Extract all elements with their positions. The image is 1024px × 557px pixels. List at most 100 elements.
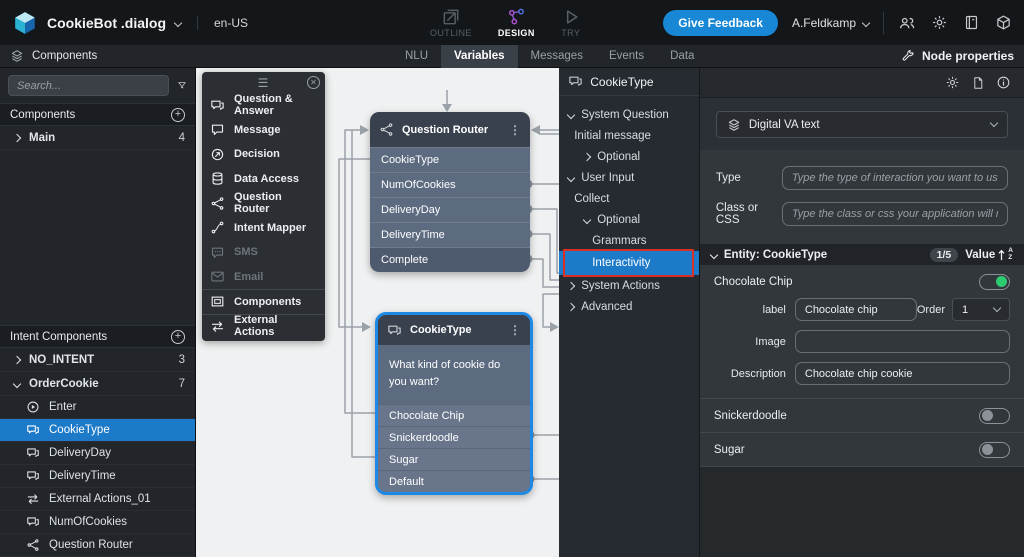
docs-book-icon[interactable] [963, 14, 980, 31]
question-router-label: Question Router [49, 539, 133, 551]
palette-item-sms[interactable]: SMS [202, 240, 325, 265]
sidebar-item-numofcookies[interactable]: NumOfCookies [0, 511, 195, 534]
router-row-numofcookies[interactable]: NumOfCookies [370, 172, 530, 197]
design-mode-icon [509, 8, 525, 25]
sidebar-item-deliveryday[interactable]: DeliveryDay [0, 442, 195, 465]
palette-label: Components [234, 295, 302, 308]
app-brand[interactable]: CookieBot .dialog [12, 10, 183, 36]
palette-item-message[interactable]: Message [202, 118, 325, 143]
components-toggle[interactable]: Components [10, 49, 97, 63]
mode-design[interactable]: DESIGN [498, 7, 535, 38]
tree-item-advanced[interactable]: Advanced [559, 296, 699, 317]
router-row-deliveryday[interactable]: DeliveryDay [370, 197, 530, 222]
router-row-complete[interactable]: Complete [370, 247, 530, 272]
tree-item-user-input[interactable]: User Input [559, 167, 699, 188]
node-settings-tree: CookieType System Question Initial messa… [559, 68, 700, 557]
package-cube-icon[interactable] [995, 14, 1012, 31]
order-select[interactable]: 1 [952, 298, 1010, 321]
dialog-canvas[interactable]: ☰ ✕ Question & Answer Message Decision [196, 68, 560, 557]
sugar-toggle[interactable] [979, 441, 1010, 458]
app-switcher-chevron-icon[interactable] [173, 18, 183, 27]
sidebar-item-question-router[interactable]: Question Router [0, 534, 195, 557]
tab-messages[interactable]: Messages [530, 50, 583, 62]
interaction-mode-dropdown[interactable]: Digital VA text [715, 111, 1008, 138]
sidebar-item-cookietype[interactable]: CookieType [0, 419, 195, 442]
node-menu-icon[interactable]: ⋮ [509, 323, 521, 337]
canvas-node-question-router[interactable]: Question Router ⋮ CookieType NumOfCookie… [370, 112, 530, 272]
settings-gear-icon[interactable] [931, 14, 948, 31]
sidebar-item-ordercookie[interactable]: OrderCookie 7 [0, 372, 195, 396]
tree-item-initial-message[interactable]: Initial message [559, 125, 699, 146]
tree-item-system-actions[interactable]: System Actions [559, 275, 699, 296]
palette-item-email[interactable]: Email [202, 265, 325, 290]
tree-item-collect[interactable]: Collect [559, 188, 699, 209]
search-input[interactable] [8, 75, 169, 96]
entity-label-input[interactable] [794, 298, 917, 321]
numofcookies-label: NumOfCookies [49, 516, 127, 528]
router-row-cookietype[interactable]: CookieType [370, 147, 530, 172]
router-row-deliverytime[interactable]: DeliveryTime [370, 222, 530, 247]
snickerdoodle-toggle[interactable] [979, 407, 1010, 424]
entity-image-input[interactable] [794, 330, 1010, 353]
palette-item-data-access[interactable]: Data Access [202, 167, 325, 192]
cookie-row-snickerdoodle[interactable]: Snickerdoodle [378, 426, 530, 448]
expand-chevron-icon[interactable] [12, 355, 22, 364]
canvas-node-cookietype[interactable]: CookieType ⋮ What kind of cookie do you … [375, 312, 533, 495]
tab-events[interactable]: Events [608, 50, 645, 62]
sort-arrow-icon [998, 249, 1005, 260]
panel-gear-icon[interactable] [945, 75, 960, 90]
tree-item-optional-2[interactable]: Optional [559, 209, 699, 230]
cookie-row-chocolate-chip[interactable]: Chocolate Chip [378, 404, 530, 426]
external-actions-icon [210, 319, 225, 334]
filter-funnel-icon[interactable] [177, 78, 187, 93]
sidebar-item-deliverytime[interactable]: DeliveryTime [0, 465, 195, 488]
palette-item-decision[interactable]: Decision [202, 142, 325, 167]
panel-info-icon[interactable] [996, 75, 1011, 90]
sidebar-item-enter[interactable]: Enter [0, 396, 195, 419]
cookie-row-sugar[interactable]: Sugar [378, 448, 530, 470]
tab-data[interactable]: Data [670, 50, 695, 62]
mode-outline[interactable]: OUTLINE [430, 7, 472, 38]
palette-item-question-answer[interactable]: Question & Answer [202, 93, 325, 118]
node-menu-icon[interactable]: ⋮ [509, 122, 521, 137]
node-properties-toggle[interactable]: Node properties [901, 49, 1014, 63]
add-component-button[interactable]: + [171, 107, 185, 122]
tree-label: Collect [574, 192, 610, 205]
entity-value-chocolate-chip: Chocolate Chip [713, 276, 793, 288]
css-input[interactable] [781, 202, 1008, 226]
tree-item-interactivity[interactable]: Interactivity [559, 249, 699, 277]
give-feedback-button[interactable]: Give Feedback [663, 9, 778, 36]
palette-close-icon[interactable]: ✕ [307, 76, 320, 89]
tree-item-optional-1[interactable]: Optional [559, 146, 699, 167]
users-icon[interactable] [898, 14, 916, 32]
sms-icon [210, 245, 225, 260]
components-sidebar: Components + Main 4 Intent Components + … [0, 68, 196, 557]
expand-chevron-icon[interactable] [12, 133, 22, 142]
sidebar-item-main[interactable]: Main 4 [0, 126, 195, 150]
mode-try[interactable]: TRY [561, 7, 581, 38]
type-input[interactable] [781, 166, 1008, 190]
tree-item-system-question[interactable]: System Question [559, 104, 699, 125]
palette-drag-handle-icon[interactable]: ☰ [257, 75, 270, 90]
cookie-row-default[interactable]: Default [378, 470, 530, 492]
palette-label: Email [234, 270, 264, 283]
palette-item-external-actions[interactable]: External Actions [202, 313, 325, 338]
user-menu[interactable]: A.Feldkamp [791, 15, 871, 30]
tab-nlu[interactable]: NLU [405, 50, 429, 62]
palette-item-intent-mapper[interactable]: Intent Mapper [202, 216, 325, 241]
collapse-chevron-icon[interactable] [12, 379, 22, 388]
add-intent-button[interactable]: + [171, 329, 185, 344]
sidebar-item-external-actions[interactable]: External Actions_01 [0, 488, 195, 511]
sidebar-item-no-intent[interactable]: NO_INTENT 3 [0, 348, 195, 372]
panel-doc-icon[interactable] [971, 76, 985, 90]
palette-item-question-router[interactable]: Question Router [202, 191, 325, 216]
tab-variables[interactable]: Variables [441, 44, 518, 68]
entity-description-input[interactable] [794, 362, 1010, 385]
user-name: A.Feldkamp [791, 15, 856, 30]
palette-item-components[interactable]: Components [202, 289, 325, 314]
no-intent-label: NO_INTENT [29, 353, 95, 366]
chocolate-chip-toggle[interactable] [979, 274, 1010, 290]
tree-item-grammars[interactable]: Grammars [559, 230, 699, 251]
